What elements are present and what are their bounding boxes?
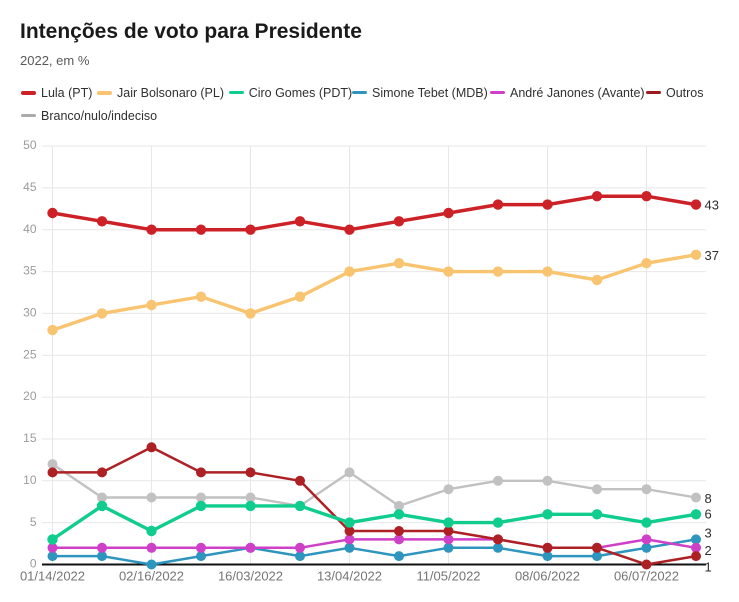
svg-text:10: 10 (23, 473, 37, 487)
svg-text:06/07/2022: 06/07/2022 (614, 569, 679, 584)
svg-text:08/06/2022: 08/06/2022 (515, 569, 580, 584)
svg-text:2: 2 (705, 543, 712, 558)
svg-text:5: 5 (30, 515, 37, 529)
svg-text:43: 43 (705, 198, 719, 213)
svg-text:15: 15 (23, 431, 37, 445)
svg-text:40: 40 (23, 222, 37, 236)
svg-text:20: 20 (23, 389, 37, 403)
svg-text:8: 8 (705, 491, 712, 506)
svg-text:11/05/2022: 11/05/2022 (416, 569, 480, 584)
svg-text:01/14/2022: 01/14/2022 (20, 569, 85, 584)
svg-text:13/04/2022: 13/04/2022 (317, 569, 382, 584)
svg-text:45: 45 (23, 180, 37, 194)
svg-text:6: 6 (705, 506, 712, 521)
svg-text:25: 25 (23, 347, 37, 361)
svg-text:35: 35 (23, 264, 37, 278)
svg-text:37: 37 (705, 248, 719, 263)
svg-text:50: 50 (23, 138, 37, 152)
svg-text:3: 3 (705, 526, 712, 541)
svg-text:16/03/2022: 16/03/2022 (218, 569, 283, 584)
svg-text:02/16/2022: 02/16/2022 (119, 569, 184, 584)
svg-text:30: 30 (23, 306, 37, 320)
svg-text:0: 0 (30, 557, 37, 571)
svg-text:1: 1 (705, 560, 712, 575)
